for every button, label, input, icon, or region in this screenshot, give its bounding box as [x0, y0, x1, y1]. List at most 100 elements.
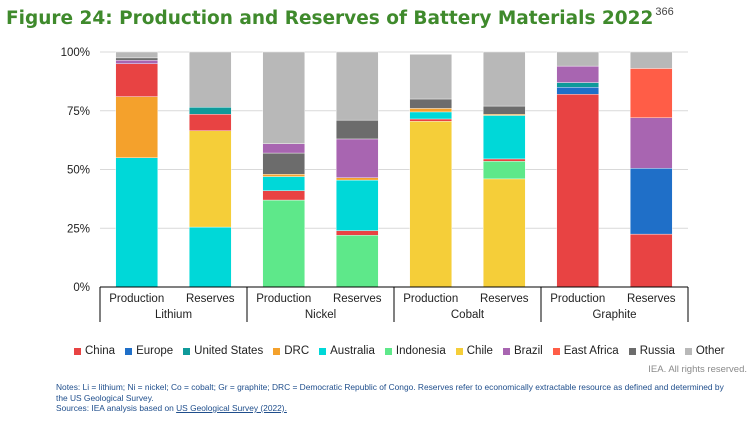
x-tick-label: Production — [109, 293, 164, 305]
legend: China Europe United States DRC Australia Indo… — [74, 345, 725, 357]
legend-item: Australia — [319, 345, 375, 357]
legend-label: East Africa — [563, 345, 619, 357]
legend-item: East Africa — [552, 345, 619, 357]
notes: Notes: Li = lithium; Ni = nickel; Co = c… — [56, 382, 736, 414]
bar-segment — [483, 105, 526, 115]
bar-segment — [630, 168, 673, 235]
x-tick-label: Reserves — [333, 293, 382, 305]
bar-segment — [483, 115, 526, 160]
legend-swatch — [628, 347, 636, 355]
bar-stack — [556, 51, 599, 288]
bar-segment — [189, 226, 232, 288]
bar-segment — [556, 82, 599, 88]
bar-segment — [409, 111, 452, 120]
figure-title: Figure 24: Production and Reserves of Ba… — [6, 6, 674, 29]
legend-swatch — [183, 347, 191, 355]
y-tick-label: 25% — [67, 223, 90, 235]
bar-segment — [262, 173, 305, 177]
bar-segment — [189, 107, 232, 115]
legend-item: Brazil — [502, 345, 543, 357]
figure-title-text: Figure 24: Production and Reserves of Ba… — [6, 8, 654, 29]
legend-item: DRC — [273, 345, 309, 357]
bar-segment — [630, 233, 673, 288]
bar-segment — [556, 94, 599, 288]
x-tick-label: Reserves — [480, 293, 529, 305]
bar-stack — [262, 51, 305, 288]
rights-note: IEA. All rights reserved. — [648, 364, 747, 375]
bar-stack — [115, 51, 158, 288]
bar-segment — [336, 177, 379, 181]
bar-segment — [336, 51, 379, 121]
bar-segment — [262, 199, 305, 288]
bar-segment — [336, 179, 379, 231]
group-label: Graphite — [592, 309, 636, 321]
group-label: Lithium — [155, 309, 192, 321]
notes-text: Notes: Li = lithium; Ni = nickel; Co = c… — [56, 382, 724, 403]
bar-segment — [483, 158, 526, 162]
bar-segment — [483, 178, 526, 288]
bar-segment — [115, 96, 158, 158]
bar-segment — [189, 114, 232, 131]
legend-item: Europe — [125, 345, 173, 357]
x-tick-label: Reserves — [627, 293, 676, 305]
x-axis: Production Reserves Production Reserves Prod… — [99, 286, 689, 322]
bar-segment — [262, 176, 305, 191]
legend-swatch — [684, 347, 692, 355]
legend-label: DRC — [284, 345, 310, 357]
legend-label: Australia — [330, 345, 375, 357]
bar-segment — [336, 138, 379, 178]
bar-stack — [189, 51, 232, 288]
legend-label: Brazil — [513, 345, 543, 357]
bar-segment — [336, 119, 379, 140]
bar-segment — [262, 143, 305, 154]
bar-segment — [630, 68, 673, 118]
x-tick-label: Production — [403, 293, 458, 305]
y-tick-label: 100% — [61, 47, 90, 59]
legend-item: Indonesia — [384, 345, 446, 357]
bar-segment — [556, 51, 599, 67]
legend-item: Russia — [628, 345, 675, 357]
bar-segment — [115, 57, 158, 61]
legend-swatch — [319, 347, 327, 355]
legend-swatch — [273, 347, 281, 355]
x-tick-label: Production — [550, 293, 605, 305]
legend-swatch — [125, 347, 133, 355]
sources-line: Sources: IEA analysis based on US Geolog… — [56, 403, 736, 414]
legend-swatch — [455, 347, 463, 355]
footnote-ref: 366 — [655, 6, 674, 18]
legend-item: China — [74, 345, 115, 357]
y-tick-label: 75% — [67, 106, 90, 118]
legend-label: China — [85, 345, 116, 357]
bar-segment — [189, 130, 232, 228]
bar-stack — [409, 54, 452, 288]
gridlines — [100, 51, 688, 229]
bar-segment — [115, 51, 158, 59]
legend-label: Indonesia — [395, 345, 446, 357]
x-tick-label: Reserves — [186, 293, 235, 305]
bar-segment — [630, 117, 673, 169]
legend-swatch — [552, 347, 560, 355]
y-tick-label: 50% — [67, 165, 90, 177]
bar-stack — [630, 51, 673, 288]
x-tick-label: Production — [256, 293, 311, 305]
bar-segment — [409, 121, 452, 288]
bar-segment — [409, 98, 452, 109]
stacked-bar-chart: 0%25%50%75%100% Production Reserves Produc… — [61, 47, 689, 322]
sources-link[interactable]: US Geological Survey (2022). — [176, 403, 287, 413]
bar-segment — [409, 118, 452, 122]
y-axis-ticks: 0% 25% 50% 75% 100% — [61, 47, 90, 294]
legend-label: Russia — [639, 345, 675, 357]
bar-segment — [336, 230, 379, 236]
legend-item: Chile — [455, 345, 493, 357]
bar-segment — [262, 152, 305, 175]
bars — [115, 51, 673, 288]
legend-label: Chile — [466, 345, 493, 357]
legend-item: Other — [684, 345, 725, 357]
legend-swatch — [384, 347, 392, 355]
bar-segment — [483, 51, 526, 107]
bar-stack — [336, 51, 379, 288]
legend-swatch — [502, 347, 510, 355]
y-tick-label: 0% — [73, 282, 90, 294]
legend-label: Other — [695, 345, 725, 357]
bar-segment — [115, 157, 158, 288]
